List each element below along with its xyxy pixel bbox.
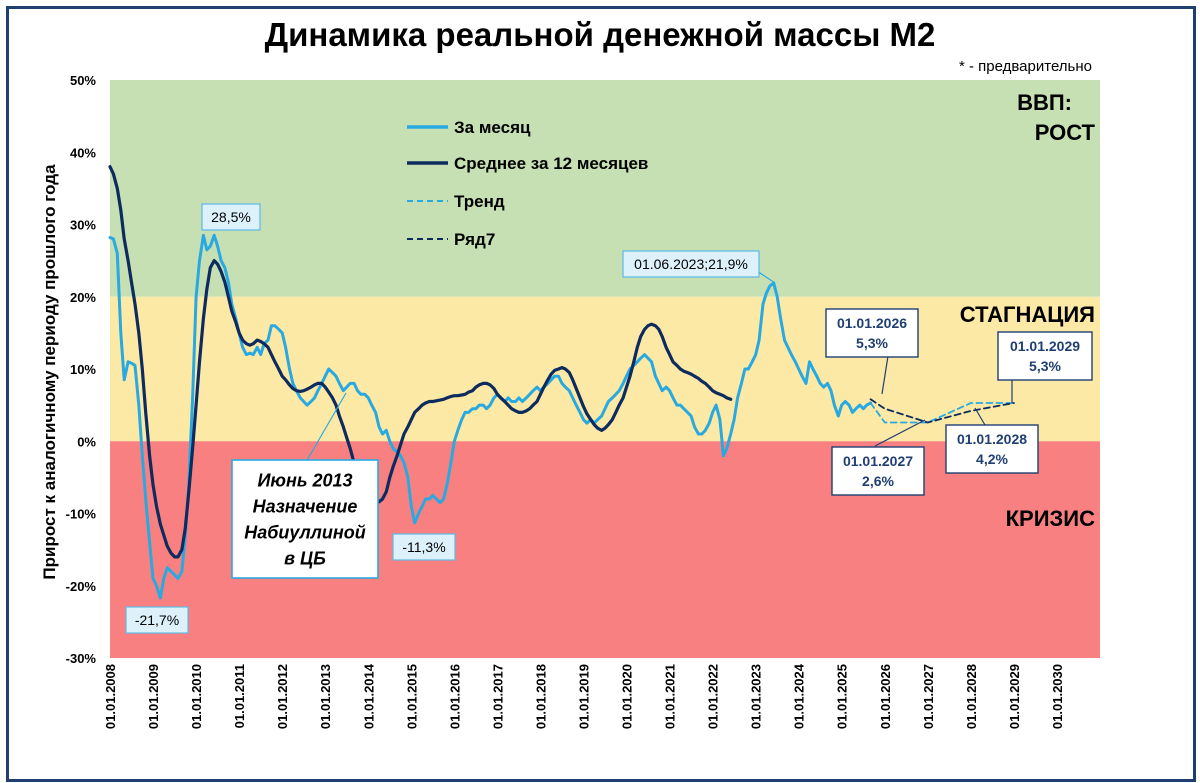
x-tick-label: 01.01.2021 xyxy=(663,664,678,729)
annotation-leader xyxy=(756,270,776,284)
annotation-peak-2023: 01.06.2023;21,9% xyxy=(622,250,760,278)
annotation-box xyxy=(201,203,261,231)
y-tick-label: 40% xyxy=(70,145,96,160)
x-tick-label: 01.01.2019 xyxy=(576,664,591,729)
legend-label: Ряд7 xyxy=(454,230,495,249)
annotation-text: 5,3% xyxy=(856,335,888,351)
x-tick-label: 01.01.2025 xyxy=(835,664,850,729)
annotation-box xyxy=(945,424,1039,474)
annotation-text: 01.01.2027 xyxy=(843,453,913,469)
annotation-text: 01.01.2028 xyxy=(957,431,1027,447)
zone-label-stagnation: СТАГНАЦИЯ xyxy=(960,302,1095,327)
annotation-text: в ЦБ xyxy=(284,548,326,568)
y-tick-label: 50% xyxy=(70,73,96,88)
zone-label-growth-line2: РОСТ xyxy=(1035,120,1096,145)
series-row7 xyxy=(869,398,1015,424)
annotation-text: 01.06.2023;21,9% xyxy=(634,256,748,272)
annotation-2026: 01.01.2026 5,3% xyxy=(825,308,919,358)
annotation-text: 01.01.2029 xyxy=(1010,338,1080,354)
x-tick-label: 01.01.2011 xyxy=(232,664,247,728)
y-tick-label: 0% xyxy=(77,434,96,449)
x-tick-label: 01.01.2018 xyxy=(533,664,548,729)
annotation-text: 4,2% xyxy=(976,451,1008,467)
chart-title: Динамика реальной денежной массы М2 xyxy=(264,16,936,53)
legend-label: Тренд xyxy=(454,192,505,211)
annotation-box xyxy=(125,606,189,634)
annotation-text: 2,6% xyxy=(862,473,894,489)
annotation-low-2009: -21,7% xyxy=(125,606,189,634)
annotation-peak-2010: 28,5% xyxy=(201,203,261,231)
legend-label: За месяц xyxy=(454,118,531,137)
annotation-text: 28,5% xyxy=(211,209,251,225)
y-tick-label: 20% xyxy=(70,290,96,305)
annotation-leader xyxy=(305,392,347,463)
x-tick-label: 01.01.2022 xyxy=(706,664,721,729)
annotation-2028: 01.01.2028 4,2% xyxy=(945,424,1039,474)
x-tick-label: 01.01.2030 xyxy=(1050,664,1065,729)
annotation-box xyxy=(231,459,379,579)
x-tick-label: 01.01.2012 xyxy=(275,664,290,729)
annotation-text: -21,7% xyxy=(135,612,179,628)
y-tick-label: 10% xyxy=(70,362,96,377)
annotation-june-2013: Июнь 2013 Назначение Набиуллиной в ЦБ xyxy=(231,459,379,579)
annotation-text: -11,3% xyxy=(402,539,445,555)
annotation-box xyxy=(392,533,456,561)
x-tick-label: 01.01.2008 xyxy=(103,664,118,729)
x-tick-label: 01.01.2016 xyxy=(447,664,462,729)
y-tick-label: 30% xyxy=(70,218,96,233)
x-tick-label: 01.01.2015 xyxy=(404,664,419,729)
y-tick-label: -20% xyxy=(66,579,97,594)
x-tick-label: 01.01.2024 xyxy=(792,663,807,729)
annotation-box xyxy=(831,446,925,496)
chart-subtitle: * - предварительно xyxy=(958,58,1092,75)
zone-stagnation xyxy=(110,296,1100,442)
x-tick-label: 01.01.2013 xyxy=(318,664,333,729)
x-tick-label: 01.01.2009 xyxy=(146,664,161,729)
x-tick-label: 01.01.2020 xyxy=(620,664,635,729)
zone-growth xyxy=(110,80,1100,297)
x-tick-label: 01.01.2028 xyxy=(964,664,979,729)
annotation-text: Набиуллиной xyxy=(244,522,365,542)
zone-label-crisis: КРИЗИС xyxy=(1006,506,1096,531)
x-tick-label: 01.01.2014 xyxy=(361,663,376,729)
y-tick-label: -10% xyxy=(66,507,97,522)
annotation-leader xyxy=(881,355,889,395)
annotation-text: 01.01.2026 xyxy=(837,315,907,331)
annotation-text: 5,3% xyxy=(1029,358,1061,374)
x-tick-label: 01.01.2010 xyxy=(189,664,204,729)
annotation-box xyxy=(997,331,1093,381)
y-tick-label: -30% xyxy=(66,651,97,666)
annotation-2027: 01.01.2027 2,6% xyxy=(831,446,925,496)
x-tick-label: 01.01.2027 xyxy=(921,664,936,729)
annotation-text: Июнь 2013 xyxy=(257,470,352,490)
annotation-low-2015: -11,3% xyxy=(392,533,456,561)
annotation-box xyxy=(825,308,919,358)
series-trend xyxy=(869,402,1015,424)
legend-label: Среднее за 12 месяцев xyxy=(454,154,648,173)
zone-label-growth-line1: ВВП: xyxy=(1017,90,1072,115)
x-tick-label: 01.01.2023 xyxy=(749,664,764,729)
x-tick-label: 01.01.2029 xyxy=(1007,664,1022,729)
annotation-box xyxy=(622,250,760,278)
annotation-2029: 01.01.2029 5,3% xyxy=(997,331,1093,381)
series-12m-average xyxy=(108,165,733,559)
x-tick-label: 01.01.2026 xyxy=(878,664,893,729)
x-tick-label: 01.01.2017 xyxy=(490,664,505,729)
annotation-leader xyxy=(974,407,986,426)
annotation-text: Назначение xyxy=(253,496,358,516)
annotation-leader xyxy=(874,419,926,447)
